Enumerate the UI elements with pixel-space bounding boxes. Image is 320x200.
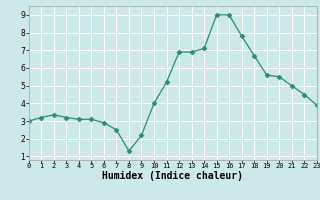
X-axis label: Humidex (Indice chaleur): Humidex (Indice chaleur) (102, 171, 243, 181)
